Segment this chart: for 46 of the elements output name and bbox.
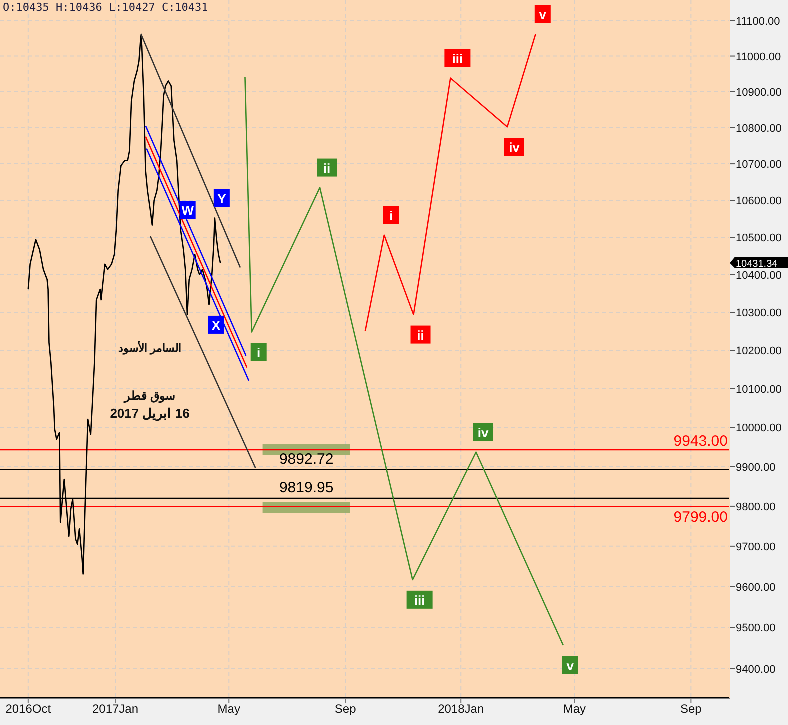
y-tick-label: 9400.00 bbox=[736, 664, 776, 676]
y-tick-label: 10500.00 bbox=[736, 232, 782, 245]
ref-line-label: 9819.95 bbox=[279, 480, 334, 497]
y-tick-label: 9800.00 bbox=[736, 501, 776, 514]
ref-line-label: 9943.00 bbox=[674, 433, 728, 450]
ref-line-label: 9799.00 bbox=[674, 508, 728, 526]
data-label: W bbox=[182, 203, 195, 218]
data-label: iii bbox=[414, 592, 426, 608]
data-label: ii bbox=[417, 328, 424, 343]
y-tick-label: 9500.00 bbox=[736, 622, 776, 635]
y-tick-label: 10100.00 bbox=[736, 384, 782, 396]
y-tick-label: 10300.00 bbox=[736, 308, 782, 320]
annotation: السامر الأسود bbox=[118, 341, 182, 355]
x-tick-label: May bbox=[563, 702, 586, 716]
data-label: iv bbox=[478, 425, 490, 440]
y-tick-label: 11000.00 bbox=[736, 51, 782, 64]
y-tick-label: 9700.00 bbox=[736, 541, 776, 554]
x-tick-label: 2016Oct bbox=[6, 702, 52, 716]
data-label: i bbox=[390, 208, 394, 224]
y-tick-label: 10600.00 bbox=[736, 196, 782, 208]
ref-line-label: 9892.72 bbox=[279, 450, 334, 468]
x-tick-label: 2018Jan bbox=[438, 702, 484, 716]
annotation: سوق قطر bbox=[123, 389, 176, 404]
y-tick-label: 10400.00 bbox=[736, 270, 782, 282]
y-tick-label: 9900.00 bbox=[736, 462, 776, 474]
data-label: ii bbox=[323, 160, 331, 176]
x-tick-label: Sep bbox=[680, 702, 702, 716]
data-label: iv bbox=[509, 140, 521, 156]
y-tick-label: 10900.00 bbox=[736, 86, 782, 99]
y-tick-label: 10800.00 bbox=[736, 122, 782, 135]
y-tick-label: 10000.00 bbox=[736, 422, 782, 435]
data-label: v bbox=[566, 658, 575, 674]
x-tick-label: 2017Jan bbox=[92, 702, 139, 716]
data-label: X bbox=[212, 318, 221, 333]
data-label: v bbox=[539, 7, 548, 22]
y-tick-label: 10200.00 bbox=[736, 346, 782, 358]
y-tick-label: 10700.00 bbox=[736, 159, 782, 172]
data-label: iii bbox=[452, 51, 464, 66]
x-tick-label: May bbox=[218, 702, 240, 716]
data-label: i bbox=[257, 345, 261, 360]
x-tick-label: Sep bbox=[334, 702, 357, 716]
data-label: Y bbox=[218, 191, 227, 206]
annotation: O:10435 H:10436 L:10427 C:10431 bbox=[3, 1, 208, 14]
annotation: 16 ابريل 2017 bbox=[110, 406, 190, 422]
y-tick-label: 9600.00 bbox=[736, 582, 776, 594]
y-tick-label: 11100.00 bbox=[736, 16, 780, 28]
